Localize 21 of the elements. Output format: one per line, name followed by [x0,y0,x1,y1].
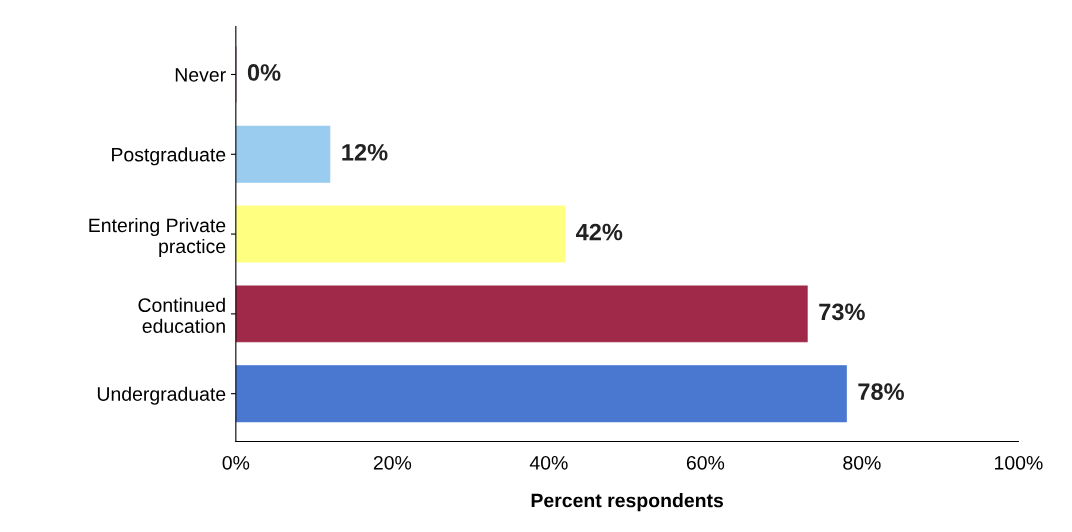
y-tick-label: Entering Private practice [89,217,226,258]
bar [235,125,331,183]
data-label: 0% [247,64,281,81]
y-tick-label: Postgraduate [112,147,226,166]
y-tick-label: Undergraduate [97,386,226,405]
data-label: 73% [819,303,865,321]
data-label: 12% [342,143,388,161]
x-tick-label: 100% [995,455,1043,470]
y-tick-label: Continued education [138,297,225,333]
x-tick-label: 20% [373,455,412,470]
bar [235,285,808,343]
y-tick-label: Never [175,68,226,82]
bar [235,205,566,263]
bar [235,365,847,423]
x-axis-title: Percent respondents [531,493,724,512]
x-tick-label: 0% [222,455,250,470]
x-tick-label: 60% [686,455,725,470]
data-label: 78% [858,383,904,401]
data-label: 42% [575,223,623,241]
x-tick-label: 80% [843,455,881,470]
x-tick-label: 40% [529,455,568,470]
